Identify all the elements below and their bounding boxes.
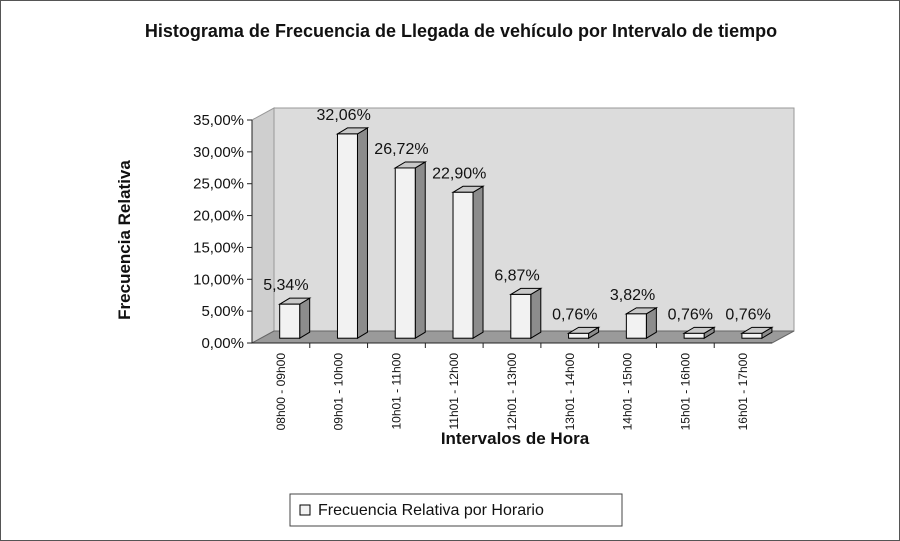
x-tick-label: 10h01 - 11h00	[389, 353, 403, 430]
y-tick-label: 0,00%	[201, 335, 244, 352]
y-tick-label: 25,00%	[193, 176, 244, 193]
y-tick-label: 35,00%	[193, 112, 244, 129]
bar	[394, 167, 416, 339]
bar-side	[299, 297, 311, 340]
bar-side	[530, 287, 542, 340]
x-tick-label: 12h01 - 13h00	[505, 353, 519, 431]
value-label: 0,76%	[725, 306, 770, 323]
bar-side	[356, 127, 368, 340]
bar	[568, 332, 590, 339]
bar	[625, 313, 647, 339]
value-label: 6,87%	[494, 267, 539, 284]
bar	[510, 293, 532, 339]
y-tick-label: 30,00%	[193, 144, 244, 161]
side-wall	[251, 107, 275, 344]
bar	[279, 303, 301, 339]
x-tick-label: 13h01 - 14h00	[563, 353, 577, 431]
value-label: 32,06%	[317, 107, 371, 124]
value-label: 0,76%	[552, 306, 597, 323]
value-label: 5,34%	[263, 277, 308, 294]
x-tick-label: 09h01 - 10h00	[332, 353, 346, 431]
value-label: 0,76%	[668, 306, 713, 323]
chart-title: Histograma de Frecuencia de Llegada de v…	[144, 21, 778, 41]
legend-box	[289, 493, 623, 527]
y-tick-label: 10,00%	[193, 271, 244, 288]
y-tick-label: 15,00%	[193, 239, 244, 256]
bar	[452, 191, 474, 339]
bar-side	[472, 185, 484, 340]
legend-label: Frecuencia Relativa por Horario	[318, 502, 544, 519]
bar	[741, 332, 763, 339]
x-tick-label: 15h01 - 16h00	[678, 353, 692, 431]
bar	[683, 332, 705, 339]
x-tick-label: 16h01 - 17h00	[736, 353, 750, 431]
x-tick-label: 14h01 - 15h00	[621, 353, 635, 431]
value-label: 26,72%	[374, 141, 428, 158]
legend-swatch	[299, 504, 311, 516]
x-tick-label: 11h01 - 12h00	[447, 353, 461, 430]
value-label: 22,90%	[432, 165, 486, 182]
bar-side	[414, 161, 426, 340]
y-tick-label: 20,00%	[193, 208, 244, 225]
x-tick-label: 08h00 - 09h00	[274, 353, 288, 431]
y-tick-label: 5,00%	[201, 303, 244, 320]
x-axis-title: Intervalos de Hora	[441, 429, 590, 448]
bar	[336, 133, 358, 339]
y-axis-title: Frecuencia Relativa	[115, 160, 134, 320]
value-label: 3,82%	[610, 287, 655, 304]
